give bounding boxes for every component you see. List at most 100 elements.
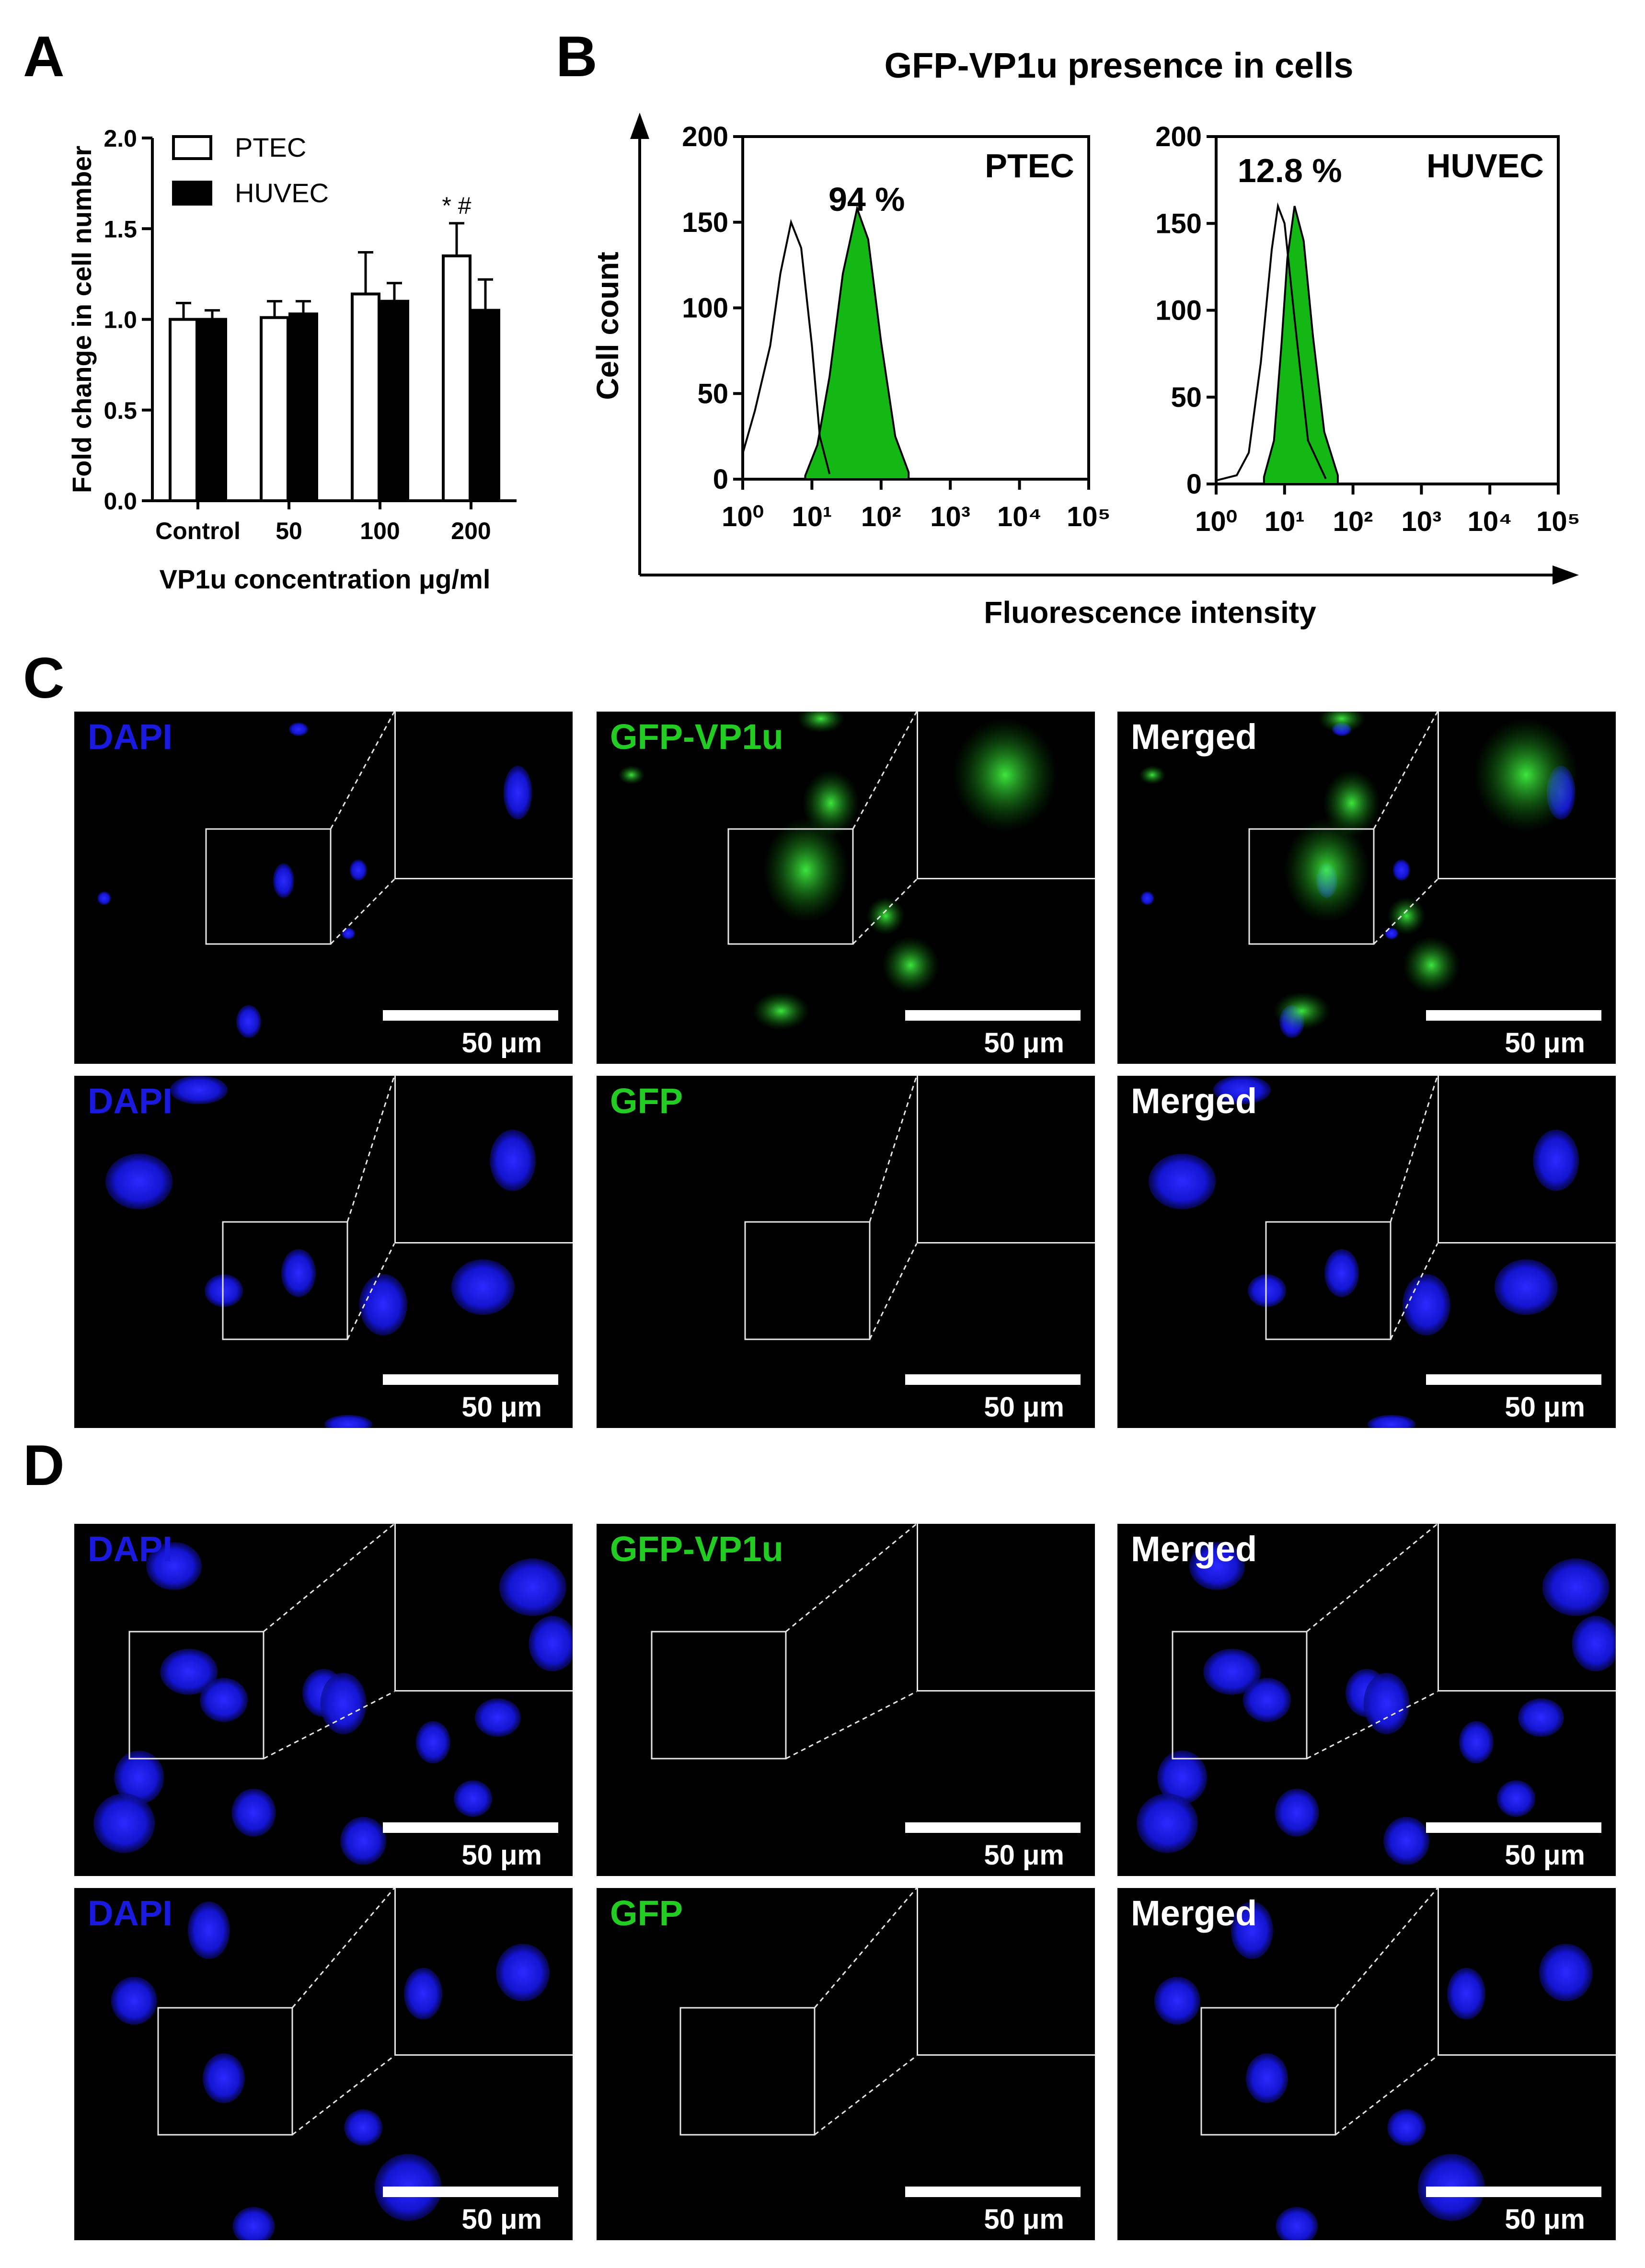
- nucleus: [1368, 1415, 1415, 1428]
- channel-label: GFP-VP1u: [610, 717, 783, 757]
- y-tick-label: 1.5: [104, 216, 137, 242]
- x-tick-label: 10⁴: [997, 501, 1042, 532]
- y-tick-label: 2.0: [104, 125, 137, 152]
- gfp-signal: [1403, 936, 1461, 994]
- x-tick-label: 10⁴: [1468, 506, 1512, 537]
- scale-bar-label: 50 μm: [984, 1392, 1064, 1423]
- x-tick-label: 10³: [930, 501, 970, 532]
- micrograph-image: [618, 712, 1058, 1030]
- gfp-signal: [797, 712, 845, 733]
- zoom-inset: [394, 1888, 573, 2056]
- nucleus: [236, 1005, 261, 1038]
- nucleus: [1533, 1129, 1579, 1191]
- control-histogram: [1216, 202, 1327, 482]
- y-tick-label: 150: [1155, 208, 1202, 239]
- nucleus: [160, 1648, 218, 1695]
- legend-label-ptec: PTEC: [235, 132, 306, 162]
- zoom-box: [222, 1221, 348, 1340]
- zoom-line: [1306, 1524, 1438, 1633]
- subplot-name: HUVEC: [1426, 147, 1544, 184]
- zoom-box: [157, 2007, 293, 2136]
- gfp-signal: [762, 817, 849, 923]
- panel-letter-d: D: [23, 1433, 65, 1497]
- nucleus: [205, 1274, 243, 1307]
- zoom-line: [852, 712, 918, 829]
- micrograph-image: [651, 1524, 917, 1760]
- nucleus: [475, 1698, 521, 1737]
- subplot-name: PTEC: [985, 147, 1074, 184]
- nucleus: [1276, 2207, 1318, 2240]
- micrograph-image: [93, 1524, 573, 1865]
- channel-label: DAPI: [88, 1081, 173, 1121]
- bar-huvec: [380, 299, 409, 503]
- nucleus: [404, 1968, 442, 2020]
- micrograph-d-row2-merged: Merged 50 μm: [1117, 1888, 1616, 2240]
- micrograph-image: [744, 1076, 918, 1340]
- scale-bar: [383, 2187, 558, 2197]
- zoom-line: [346, 1243, 395, 1340]
- nucleus: [496, 1944, 550, 2002]
- channel-label: Merged: [1131, 1081, 1257, 1121]
- zoom-box: [128, 1631, 265, 1760]
- channel-label: Merged: [1131, 1529, 1257, 1569]
- nucleus: [1392, 859, 1410, 881]
- y-tick-label: 1.0: [104, 307, 137, 334]
- x-tick-label: 10⁰: [1195, 506, 1237, 537]
- micrograph-image: [1154, 1888, 1593, 2240]
- y-axis-label: Fold change in cell number: [67, 146, 97, 493]
- plot-frame: [741, 135, 1090, 481]
- y-tick-label: 0: [1186, 469, 1202, 500]
- zoom-line: [1373, 878, 1438, 945]
- nucleus: [342, 928, 355, 940]
- gfp-signal: [882, 936, 940, 994]
- channel-label: DAPI: [88, 717, 173, 757]
- x-tick-label: 50: [276, 518, 302, 544]
- x-tick-label: 10¹: [792, 501, 832, 532]
- zoom-inset: [917, 1524, 1095, 1692]
- y-tick-label: 50: [1171, 382, 1202, 413]
- scale-bar-label: 50 μm: [461, 1027, 542, 1059]
- nucleus: [1203, 1648, 1261, 1695]
- y-axis-label: Cell count: [590, 252, 625, 400]
- y-tick-label: 0.5: [104, 397, 137, 424]
- nucleus: [200, 1678, 248, 1722]
- nucleus: [490, 1129, 536, 1191]
- channel-label: DAPI: [88, 1893, 173, 1933]
- scale-bar: [1426, 1374, 1601, 1385]
- y-tick-label: 0.0: [104, 488, 137, 515]
- zoom-inset: [1438, 712, 1616, 879]
- nucleus: [415, 1721, 450, 1763]
- nucleus: [1324, 1249, 1359, 1297]
- x-tick-label: 10⁰: [722, 501, 764, 532]
- scale-bar-label: 50 μm: [1505, 2204, 1585, 2235]
- x-tick-label: 100: [360, 518, 400, 544]
- nucleus: [320, 1672, 367, 1734]
- nucleus: [454, 1780, 492, 1817]
- nucleus: [1542, 1558, 1610, 1616]
- micrograph-image: [679, 1888, 918, 2136]
- y-tick-label: 150: [682, 207, 728, 238]
- nucleus: [170, 1076, 228, 1105]
- bar-chart-a: 0.0 0.5 1.0 1.5 2.0 Fold change in cell numbe…: [67, 125, 517, 594]
- zoom-inset: [1438, 1888, 1616, 2056]
- nucleus: [349, 859, 367, 881]
- nucleus: [1387, 2109, 1426, 2146]
- nucleus: [324, 1415, 372, 1428]
- micrograph-image: [97, 712, 532, 1038]
- zoom-line: [869, 1243, 918, 1340]
- nucleus: [529, 1615, 573, 1671]
- nucleus: [111, 1977, 157, 2025]
- zoom-inset: [394, 712, 573, 879]
- zoom-inset: [394, 1076, 573, 1243]
- gfp-signal: [802, 770, 860, 837]
- percent-label: 12.8 %: [1238, 152, 1342, 189]
- channel-label: Merged: [1131, 1893, 1257, 1933]
- scale-bar: [1426, 1010, 1601, 1021]
- gfp-signal: [1387, 897, 1426, 935]
- zoom-line: [291, 1888, 395, 2008]
- micrograph-image: [1149, 1076, 1579, 1428]
- zoom-line: [1306, 1691, 1438, 1760]
- gfp-signal: [1139, 765, 1166, 785]
- x-tick-label: 10³: [1401, 506, 1441, 537]
- nucleus: [97, 891, 111, 905]
